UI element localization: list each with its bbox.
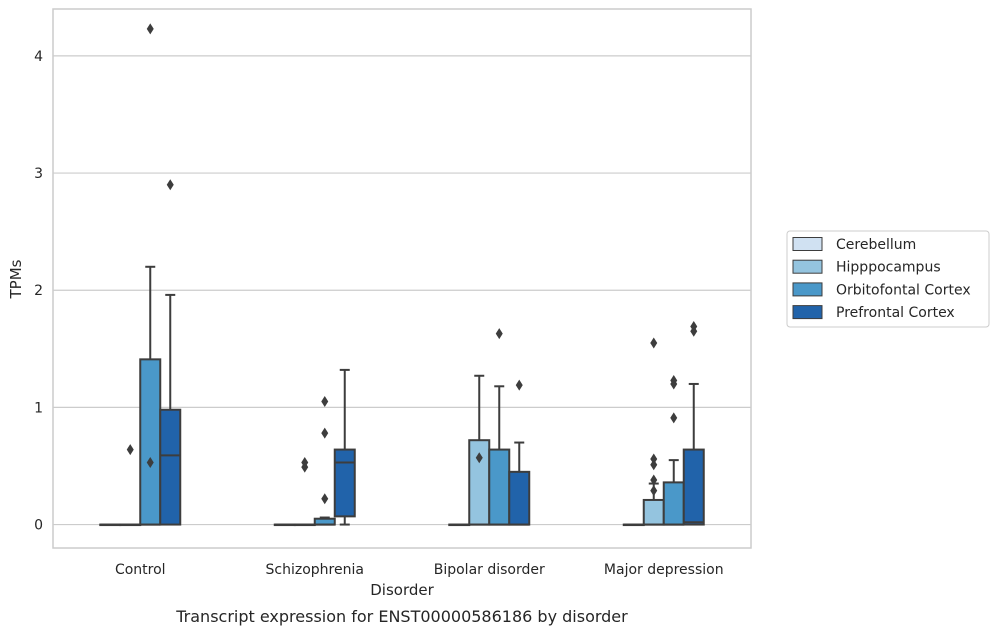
y-axis-ticks: 0 1 2 3 4	[34, 49, 43, 534]
box-prefrontal-cortex-schizophrenia	[333, 368, 356, 526]
outlier-point	[475, 452, 483, 464]
x-tick-label-control: Control	[115, 562, 166, 578]
box-hipppocampus-major-depression	[642, 337, 665, 526]
legend: Cerebellum Hipppocampus Orbitofontal Corte…	[786, 230, 990, 328]
legend-label-hipppocampus: Hipppocampus	[836, 260, 941, 276]
outlier-point	[321, 396, 329, 408]
y-tick-label: 1	[34, 400, 43, 416]
box-orbitofontal-cortex-control	[139, 23, 162, 526]
box-hipppocampus-bipolar-disorder	[468, 374, 491, 526]
x-tick-label-major-depression: Major depression	[604, 562, 724, 578]
legend-swatch-cerebellum	[792, 237, 823, 251]
box-cerebellum-major-depression	[622, 523, 645, 527]
legend-label-orbitofontal-cortex: Orbitofontal Cortex	[836, 282, 971, 298]
y-tick-label: 0	[34, 518, 43, 534]
y-tick-label: 3	[34, 166, 43, 182]
legend-frame	[786, 230, 990, 328]
legend-label-prefrontal-cortex: Prefrontal Cortex	[836, 305, 955, 321]
outlier-point	[670, 374, 678, 386]
outlier-point	[301, 456, 309, 468]
box-prefrontal-cortex-bipolar-disorder	[508, 379, 531, 526]
box-hipppocampus-schizophrenia	[293, 456, 316, 527]
box-marks	[99, 23, 705, 527]
box-body	[139, 358, 162, 526]
outlier-point	[166, 179, 174, 191]
outlier-point	[690, 321, 698, 333]
box-cerebellum-schizophrenia	[273, 523, 296, 527]
outlier-point	[650, 485, 658, 497]
box-body	[682, 448, 705, 526]
x-tick-label-bipolar-disorder: Bipolar disorder	[434, 562, 545, 578]
outlier-point	[650, 453, 658, 465]
y-axis-label: TPMs	[7, 259, 25, 299]
outlier-point	[146, 456, 154, 468]
outlier-point	[515, 379, 523, 391]
y-tick-label: 4	[34, 49, 43, 65]
legend-swatch-hipppocampus	[792, 259, 823, 274]
box-body	[662, 481, 685, 526]
x-tick-label-schizophrenia: Schizophrenia	[266, 562, 364, 578]
box-cerebellum-control	[99, 523, 122, 527]
x-axis-ticks: Control Schizophrenia Bipolar disorder Majo…	[115, 562, 724, 578]
box-body	[333, 448, 356, 518]
box-prefrontal-cortex-control	[159, 179, 182, 526]
outlier-point	[146, 23, 154, 35]
chart-caption: Transcript expression for ENST0000058618…	[175, 607, 628, 626]
outlier-point	[321, 493, 329, 505]
outlier-point	[650, 459, 658, 471]
outlier-point	[670, 412, 678, 424]
x-axis-label: Disorder	[370, 581, 434, 599]
box-orbitofontal-cortex-schizophrenia	[313, 396, 336, 526]
outlier-point	[495, 328, 503, 340]
outlier-point	[126, 444, 134, 456]
plot-area-frame	[52, 8, 752, 549]
box-hipppocampus-control	[119, 444, 142, 527]
legend-label-cerebellum: Cerebellum	[836, 237, 916, 253]
box-body	[642, 498, 665, 526]
box-orbitofontal-cortex-major-depression	[662, 374, 685, 526]
box-body	[488, 448, 511, 526]
box-body	[159, 408, 182, 526]
outlier-point	[321, 427, 329, 439]
box-body	[508, 470, 531, 526]
y-tick-label: 2	[34, 283, 43, 299]
box-prefrontal-cortex-major-depression	[682, 321, 705, 526]
outlier-point	[650, 337, 658, 349]
legend-swatch-orbitofontal-cortex	[792, 282, 823, 297]
outlier-point	[650, 474, 658, 486]
box-orbitofontal-cortex-bipolar-disorder	[488, 328, 511, 526]
box-cerebellum-bipolar-disorder	[448, 523, 471, 527]
legend-swatch-prefrontal-cortex	[792, 305, 823, 320]
